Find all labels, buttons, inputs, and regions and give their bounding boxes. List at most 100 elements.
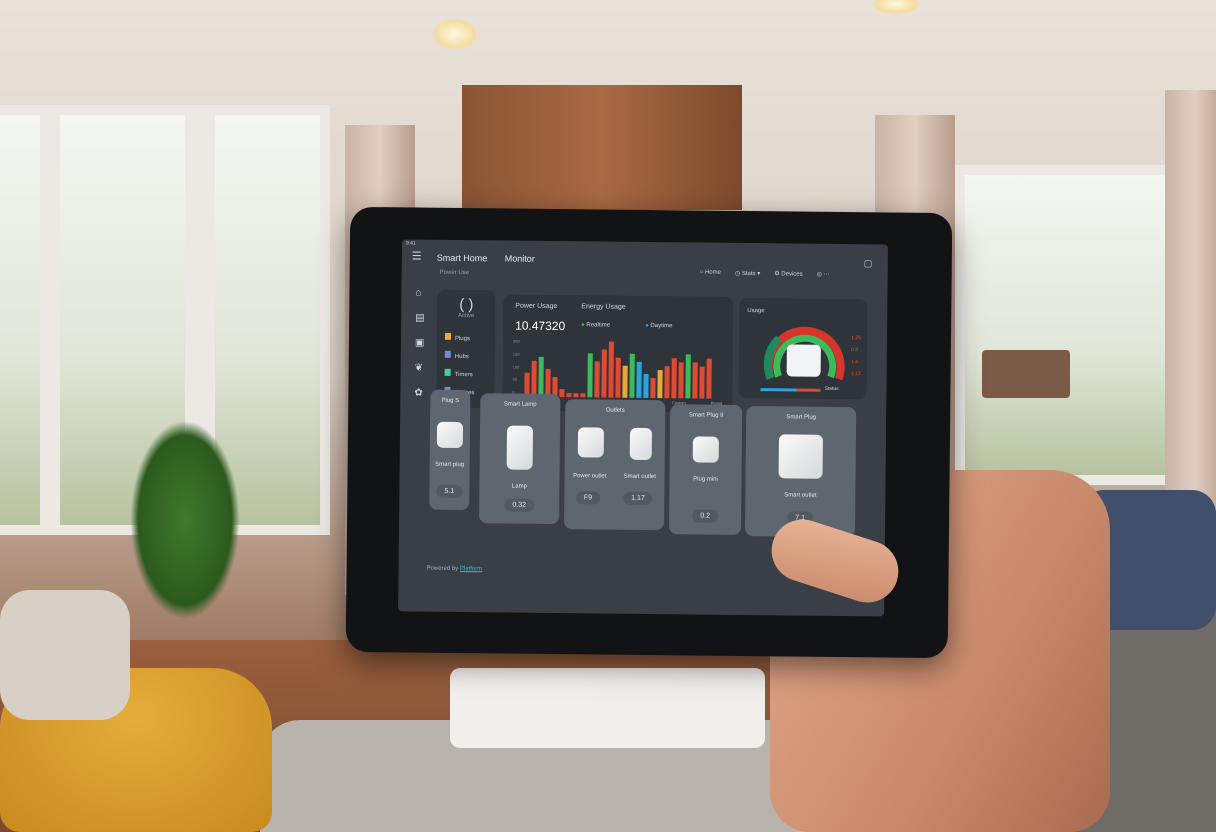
bar (587, 353, 593, 398)
device-card[interactable]: Smart Plug Smart outlet 7.1 (744, 406, 857, 538)
ceiling-light (432, 18, 478, 50)
bar (629, 353, 635, 398)
y-tick: 100 (512, 364, 520, 370)
window-frame (40, 110, 60, 530)
gear-icon[interactable]: ✿ (414, 387, 423, 399)
device-title: Plug S (441, 397, 460, 405)
device-image (506, 425, 534, 470)
bar (671, 358, 677, 399)
gauge-reading: 0.8 (851, 347, 859, 354)
device-icon[interactable]: ▤ (415, 312, 425, 324)
device-image (577, 427, 605, 458)
device-icon[interactable]: ▣ (414, 337, 425, 349)
plant (130, 420, 240, 620)
menu-icon[interactable]: ☰ (411, 250, 422, 263)
home-button[interactable]: ○ Home (699, 269, 722, 276)
ceiling-light (872, 0, 920, 14)
device-label: Plug mini (693, 476, 718, 483)
bar (664, 366, 670, 399)
status-time: 9:41 (405, 240, 416, 247)
device-toggle[interactable]: F9 (575, 491, 601, 505)
gauge-reading: 1.12 (850, 371, 861, 378)
device-toggle[interactable]: 0.32 (504, 498, 535, 512)
bar (622, 365, 628, 398)
y-tick: 50 (512, 376, 518, 382)
stats-button[interactable]: ◷ Stats ▾ (734, 270, 761, 278)
cushion (0, 590, 130, 720)
bar (678, 362, 684, 399)
device-title: Smart Lamp (503, 401, 537, 408)
bar (615, 357, 621, 398)
device-title: Outlets (605, 407, 625, 414)
device-toggle[interactable]: 1.17 (623, 491, 653, 506)
device-card[interactable]: Smart Plug II Plug mini 0.2 (668, 404, 743, 535)
loading-icon: ( ) (459, 296, 474, 314)
gauge-title: Usage (747, 308, 765, 315)
devices-label: Devices (781, 271, 803, 278)
coffee-table (450, 668, 765, 748)
section-title[interactable]: Monitor (504, 253, 535, 264)
tablet-screen: 9:41 ☰ Smart Home Monitor Power Use ○ Ho… (398, 239, 888, 617)
item-icon (444, 350, 451, 358)
bar (601, 349, 607, 398)
bar (699, 366, 705, 399)
summary-label: Active (458, 312, 475, 320)
device-toggle[interactable]: 5.1 (436, 484, 463, 499)
footer-link[interactable]: Platform (459, 566, 483, 573)
summary-item[interactable]: Plugs (444, 332, 495, 343)
bar (608, 341, 614, 398)
power-bar-chart (524, 341, 725, 399)
y-tick: 200 (512, 338, 520, 344)
item-label: Plugs (454, 335, 471, 343)
device-card[interactable]: Outlets Power outlet Smart outlet F9 1.17 (563, 399, 666, 531)
power-title: Power Usage (515, 302, 558, 311)
device-card[interactable]: Plug S Smart plug 5.1 (429, 389, 471, 511)
curtain (1165, 90, 1216, 520)
status-label: Status (824, 385, 839, 392)
app-title: Smart Home (436, 252, 488, 264)
leaf-icon[interactable]: ❦ (414, 362, 424, 374)
device-image (778, 434, 823, 479)
gauge-reading: 1.4 (850, 359, 858, 366)
bar (706, 358, 712, 399)
bar (573, 393, 579, 398)
device-label: Power outlet (573, 473, 607, 480)
bar (594, 361, 600, 398)
window-icon[interactable]: ▢ (863, 258, 873, 269)
clock-icon[interactable]: ◎ ⋯ (816, 271, 830, 278)
bar (636, 361, 642, 398)
tablet: 9:41 ☰ Smart Home Monitor Power Use ○ Ho… (345, 206, 953, 659)
device-toggle[interactable]: 0.2 (692, 509, 719, 523)
stats-label: Stats (741, 270, 756, 278)
window-right (955, 165, 1180, 485)
power-subtitle: Energy Usage (581, 303, 626, 311)
page-subtitle: Power Use (439, 269, 470, 277)
bar (692, 362, 698, 399)
summary-item[interactable]: Hubs (444, 350, 495, 361)
item-label: Hubs (454, 353, 469, 361)
devices-button[interactable]: ⚙ Devices (774, 271, 803, 278)
gauge-reading: 1.25 (851, 335, 862, 342)
bar (643, 373, 649, 398)
device-card[interactable]: Smart Lamp Lamp 0.32 (479, 393, 561, 525)
status-bar (760, 388, 821, 392)
summary-item[interactable]: Timers (444, 368, 495, 379)
power-value: 10.47320 (515, 318, 566, 334)
wood-panel (462, 85, 742, 210)
device-label: Lamp (511, 483, 527, 490)
device-image (436, 421, 464, 449)
device-label: Smart plug (435, 461, 465, 469)
lamp-shade (982, 350, 1070, 398)
legend-realtime: ● Realtime (581, 322, 611, 329)
bar (580, 393, 586, 398)
bar (685, 354, 691, 399)
device-title: Smart Plug (786, 414, 817, 421)
bar (650, 378, 656, 399)
item-icon (444, 368, 451, 376)
home-icon[interactable]: ⌂ (415, 287, 422, 299)
device-label: Smart outlet (623, 473, 656, 481)
gauge-card: Usage 1.25 0.8 1.4 1.12 Status (738, 297, 868, 400)
sidebar: ⌂ ▤ ▣ ❦ ✿ (414, 288, 425, 399)
legend-daytime: ● Daytime (645, 322, 673, 330)
bar (559, 389, 565, 398)
